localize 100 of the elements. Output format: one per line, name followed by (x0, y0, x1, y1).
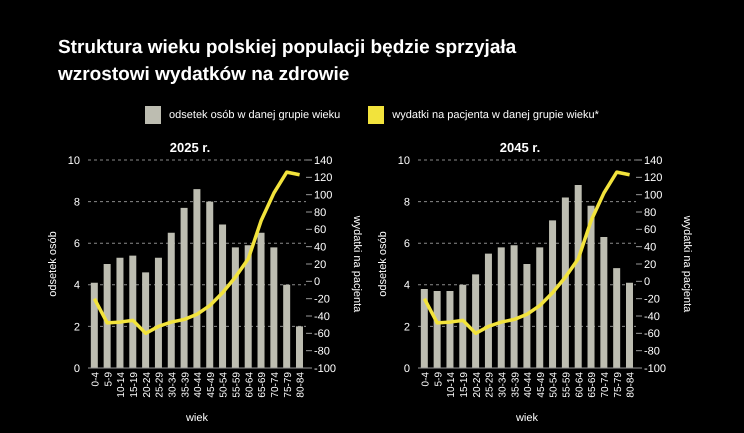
bar (498, 247, 505, 368)
x-tick-label: 45-49 (206, 372, 217, 398)
x-tick-label: 40-44 (523, 372, 534, 398)
bar (219, 224, 226, 368)
x-tick-label: 80-84 (296, 372, 307, 398)
y2-axis-title: wydatki na pacjenta (351, 214, 364, 314)
x-tick-label: 55-59 (232, 372, 243, 398)
x-tick-label: 35-39 (510, 372, 522, 398)
x-tick-label: 10-14 (446, 372, 458, 398)
y2-tick-label: 0 (314, 276, 320, 288)
x-tick-label: 20-24 (472, 372, 483, 398)
bar (180, 208, 188, 368)
bar (523, 264, 530, 368)
bar (104, 264, 111, 368)
bar (613, 268, 620, 368)
y-tick-label: 2 (404, 321, 410, 334)
x-tick-label: 5-9 (433, 372, 444, 386)
bar (206, 202, 214, 368)
x-tick-label: 10-14 (116, 372, 128, 398)
x-tick-label: 50-54 (548, 372, 560, 398)
y-tick-label: 6 (74, 238, 80, 250)
x-axis-title: wiek (184, 412, 208, 424)
bar (510, 245, 518, 368)
y2-tick-label: -20 (314, 294, 330, 306)
x-tick-label: 60-64 (574, 372, 586, 398)
x-tick-label: 15-19 (458, 372, 470, 398)
y2-tick-label: -40 (644, 310, 660, 323)
bar (244, 245, 252, 368)
x-tick-label: 60-64 (244, 372, 256, 398)
y2-tick-label: -60 (644, 328, 660, 340)
x-tick-label: 0-4 (90, 372, 102, 386)
x-tick-label: 45-49 (536, 372, 547, 398)
x-tick-label: 25-29 (154, 372, 166, 398)
bar (562, 197, 569, 368)
x-tick-label: 65-69 (257, 372, 268, 398)
y2-tick-label: 0 (644, 276, 650, 288)
x-tick-label: 65-69 (587, 372, 598, 398)
x-tick-label: 70-74 (270, 372, 282, 398)
x-tick-label: 80-84 (626, 372, 637, 398)
bar (536, 247, 544, 368)
chart-subtitle: 2025 r. (168, 140, 212, 155)
y-axis-title: odsetek osób (46, 231, 59, 297)
y-axis-title: odsetek osób (376, 231, 389, 297)
y2-tick-label: 100 (644, 190, 662, 202)
y2-tick-label: -80 (314, 346, 330, 358)
bar (232, 247, 239, 368)
x-tick-label: 0-4 (420, 372, 432, 386)
y2-tick-label: -40 (314, 310, 330, 323)
x-tick-label: 25-29 (484, 372, 496, 398)
x-tick-label: 50-54 (218, 372, 230, 398)
bar (472, 274, 480, 368)
y-tick-label: 0 (74, 362, 80, 375)
bar (446, 291, 454, 368)
x-tick-label: 30-34 (497, 372, 508, 398)
bar (588, 206, 595, 368)
x-tick-label: 75-79 (612, 372, 624, 398)
bar (270, 247, 278, 368)
x-tick-label: 55-59 (562, 372, 573, 398)
line-series (92, 170, 302, 336)
bar (283, 284, 290, 368)
y2-tick-label: 80 (644, 206, 656, 219)
y2-axis-title: wydatki na pacjenta (681, 214, 694, 314)
bar (459, 284, 466, 368)
y2-tick-label: 140 (644, 154, 662, 167)
bar (258, 232, 265, 368)
bar (420, 288, 428, 368)
legend-label: odsetek osób w danej grupie wieku (169, 109, 340, 121)
y2-tick-label: -80 (644, 346, 660, 358)
y2-tick-label: 40 (314, 242, 326, 254)
bar (129, 256, 136, 368)
x-tick-label: 75-79 (282, 372, 294, 398)
y2-tick-label: 100 (314, 190, 332, 202)
bar (434, 291, 441, 368)
x-tick-label: 40-44 (193, 372, 204, 398)
x-tick-label: 35-39 (180, 372, 192, 398)
y-tick-label: 8 (404, 196, 410, 209)
line-series (422, 170, 632, 336)
bar (484, 254, 492, 368)
y2-tick-label: 120 (644, 172, 662, 184)
y-tick-label: 10 (68, 154, 80, 167)
y2-tick-label: 20 (314, 258, 326, 271)
bar (116, 258, 124, 368)
y2-tick-label: 140 (314, 154, 332, 167)
x-axis-title: wiek (514, 412, 538, 424)
chart-subtitle: 2045 r. (498, 140, 542, 155)
x-tick-label: 15-19 (128, 372, 140, 398)
bar (142, 272, 150, 368)
bar (193, 189, 200, 368)
legend-label: wydatki na pacjenta w danej grupie wieku* (392, 109, 599, 121)
y2-tick-label: 80 (314, 206, 326, 219)
x-tick-label: 5-9 (103, 372, 114, 386)
y-tick-label: 4 (74, 280, 80, 292)
chart-title: Struktura wieku polskiej populacji będzie sprzyjała wzrostowi wydatków na zdrowie (58, 36, 518, 87)
bar (574, 184, 582, 368)
y2-tick-label: 40 (644, 242, 656, 254)
bar (296, 326, 303, 368)
y-tick-label: 6 (404, 238, 410, 250)
y2-tick-label: 60 (644, 224, 656, 236)
y2-tick-label: 20 (644, 258, 656, 271)
bar (90, 282, 98, 368)
